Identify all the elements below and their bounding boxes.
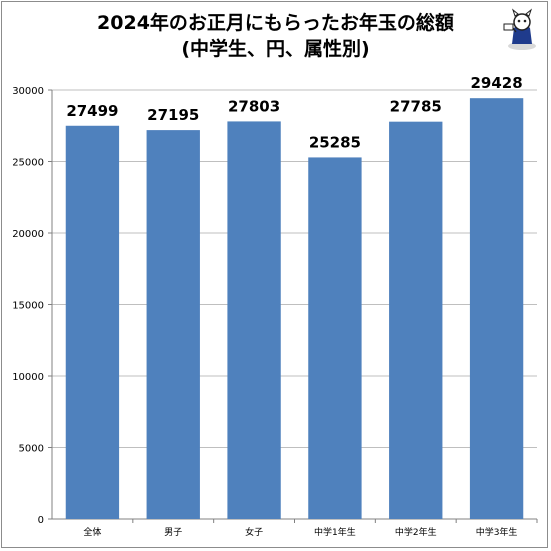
data-label: 29428 [470,74,522,92]
y-tick-label: 15000 [12,301,44,312]
mascot-logo-icon [500,8,544,52]
y-tick-label: 30000 [12,86,44,97]
bar [389,121,443,519]
bar [469,98,524,520]
bar [65,125,120,520]
x-tick-label: 女子 [245,526,263,538]
y-tick-label: 25000 [12,158,44,169]
bar [227,121,281,519]
bar [146,130,200,519]
data-label: 27803 [228,97,280,115]
chart-title: 2024年のお正月にもらったお年玉の総額 (中学生、円、属性別) [0,10,551,62]
y-tick-label: 10000 [12,372,44,383]
y-tick-label: 20000 [12,229,44,240]
bar [308,157,362,519]
x-tick-label: 中学1年生 [314,526,356,538]
chart-title-line1: 2024年のお正月にもらったお年玉の総額 [97,12,454,34]
x-tick-label: 中学3年生 [476,526,518,538]
y-tick-label: 0 [38,515,44,526]
x-tick-label: 全体 [83,526,101,538]
chart-title-line2: (中学生、円、属性別) [181,38,370,60]
x-tick-label: 中学2年生 [395,526,437,538]
data-label: 27499 [66,102,118,120]
data-label: 27785 [390,98,442,116]
data-label: 25285 [309,133,361,151]
data-label: 27195 [147,106,199,124]
x-tick-label: 男子 [164,527,182,538]
y-tick-label: 5000 [19,444,44,455]
